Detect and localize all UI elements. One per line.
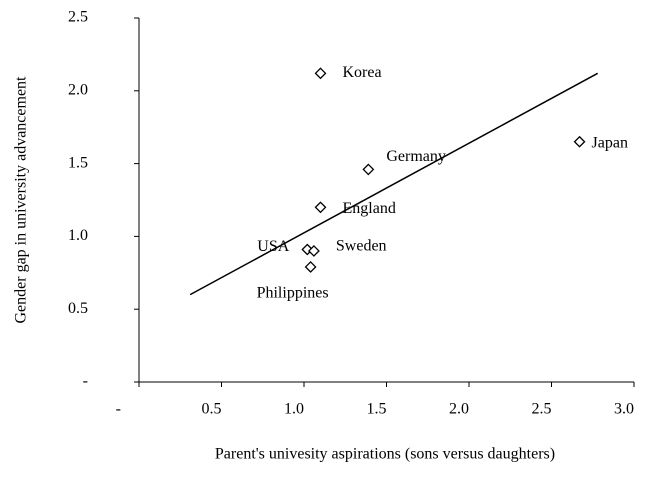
point-label: Germany [386,148,446,165]
x-tick-label: - [116,401,121,418]
point [304,261,317,273]
x-axis-label: Parent's univesity aspirations (sons ver… [215,446,555,463]
point [362,163,375,176]
point [314,201,327,214]
point [314,67,327,80]
x-tick-label: 3.0 [614,401,634,418]
point-label: USA [257,238,289,255]
x-tick-label: 2.5 [532,401,552,418]
x-tick-label: 1.0 [284,401,304,418]
point [573,135,586,148]
point [307,245,320,257]
y-tick-label: 2.0 [68,81,88,98]
y-tick-label: - [83,373,88,390]
x-tick-label: 1.5 [367,401,387,418]
y-tick-label: 1.5 [68,154,88,171]
y-tick-label: 0.5 [68,300,88,317]
trendline [189,72,599,296]
y-tick-label: 1.0 [68,227,88,244]
point-label: Korea [343,64,382,81]
y-axis-label: Gender gap in university advancement [13,76,30,324]
y-tick-label: 2.5 [68,9,88,26]
x-tick-label: 0.5 [202,401,222,418]
point-label: Japan [592,134,628,151]
point-label: Philippines [257,285,329,302]
point-label: England [343,200,396,217]
x-tick-label: 2.0 [449,401,469,418]
point-label: Sweden [336,238,387,255]
